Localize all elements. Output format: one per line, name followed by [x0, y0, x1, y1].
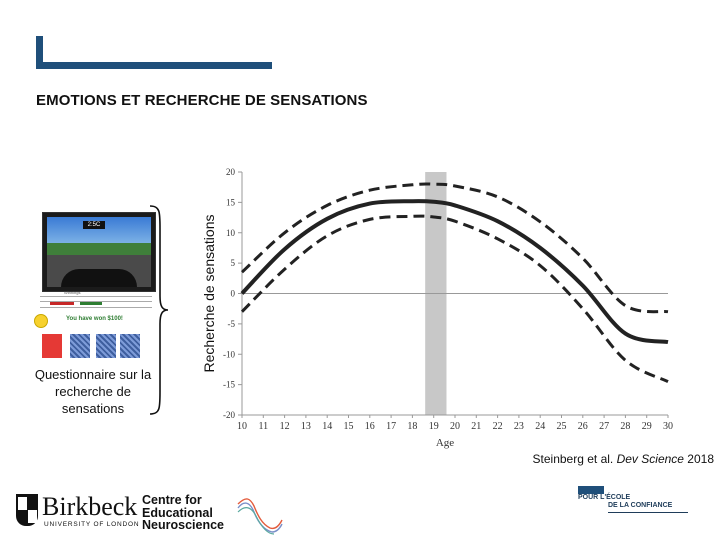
smiley-icon [34, 314, 48, 328]
winnings-table: Winnings [20, 290, 154, 314]
x-tick-label: 16 [365, 421, 375, 432]
y-tick-label: 0 [231, 289, 236, 299]
x-tick-label: 14 [322, 421, 332, 432]
ecole-line-2: DE LA CONFIANCE [608, 502, 673, 509]
y-tick-label: -5 [228, 319, 236, 329]
x-tick-label: 10 [237, 421, 247, 432]
citation-year: 2018 [683, 452, 714, 466]
y-tick-label: 5 [231, 258, 236, 268]
won-message: You have won $100! [66, 316, 123, 322]
x-axis-label: Age [436, 437, 454, 449]
y-tick-label: -15 [223, 380, 235, 390]
series-line-upper-ci [240, 182, 669, 314]
task-illustration: 2:5C Winnings You have won $100! [20, 210, 156, 370]
card-red [42, 334, 62, 358]
won-message-row: You have won $100! [30, 314, 154, 328]
y-axis-label: Recherche de sensations [201, 215, 217, 373]
card-blue [120, 334, 140, 358]
y-tick-label: -20 [223, 410, 235, 420]
citation: Steinberg et al. Dev Science 2018 [533, 452, 714, 466]
right-brace-icon [149, 205, 169, 415]
x-tick-label: 28 [620, 421, 630, 432]
x-tick-label: 30 [663, 421, 673, 432]
title-accent-underline [36, 62, 272, 69]
cen-wave-icon [237, 498, 283, 535]
y-tick-label: -10 [223, 349, 235, 359]
driving-game-screenshot: 2:5C [42, 212, 156, 292]
birkbeck-logo: Birkbeck UNIVERSITY OF LONDON [16, 492, 140, 532]
x-tick-label: 20 [450, 421, 460, 432]
x-tick-label: 17 [386, 421, 396, 432]
cen-logo: Centre for Educational Neuroscience [142, 494, 272, 534]
x-tick-label: 25 [557, 421, 567, 432]
ecole-confiance-logo: POUR L'ÉCOLE DE LA CONFIANCE [578, 486, 698, 516]
game-timer: 2:5C [83, 221, 105, 229]
cen-line-1: Centre for [142, 493, 202, 507]
cen-line-3: Neuroscience [142, 518, 224, 532]
card-blue [70, 334, 90, 358]
x-tick-label: 23 [514, 421, 524, 432]
ecole-line-1: POUR L'ÉCOLE [578, 494, 631, 501]
x-tick-label: 15 [344, 421, 354, 432]
y-tick-label: 20 [226, 167, 236, 177]
x-tick-label: 27 [599, 421, 609, 432]
citation-journal: Dev Science [616, 452, 684, 466]
winnings-table-header: Winnings [64, 290, 81, 295]
birkbeck-shield-icon [16, 494, 38, 526]
x-tick-label: 24 [535, 421, 545, 432]
title-accent-bracket [36, 36, 272, 68]
y-tick-label: 15 [226, 197, 236, 207]
x-tick-label: 12 [280, 421, 290, 432]
card-blue [96, 334, 116, 358]
birkbeck-subtitle: UNIVERSITY OF LONDON [44, 521, 140, 528]
cen-line-2: Educational [142, 505, 213, 520]
series-line-lower-ci [240, 214, 669, 383]
x-tick-label: 18 [407, 421, 417, 432]
x-tick-label: 13 [301, 421, 311, 432]
citation-authors: Steinberg et al. [532, 452, 617, 466]
x-tick-label: 19 [429, 421, 439, 432]
x-tick-label: 11 [258, 421, 268, 432]
slide-heading: EMOTIONS ET RECHERCHE DE SENSATIONS [36, 92, 368, 109]
x-tick-label: 21 [471, 421, 481, 432]
x-tick-label: 29 [642, 421, 652, 432]
birkbeck-name: Birkbeck [42, 492, 138, 521]
x-tick-label: 26 [578, 421, 588, 432]
series-line-estimate [240, 199, 669, 345]
ecole-mark-icon [578, 486, 604, 494]
task-caption: Questionnaire sur la recherche de sensat… [34, 367, 152, 416]
x-tick-label: 22 [493, 421, 503, 432]
y-tick-label: 10 [226, 228, 236, 238]
card-deck-row [20, 334, 154, 360]
